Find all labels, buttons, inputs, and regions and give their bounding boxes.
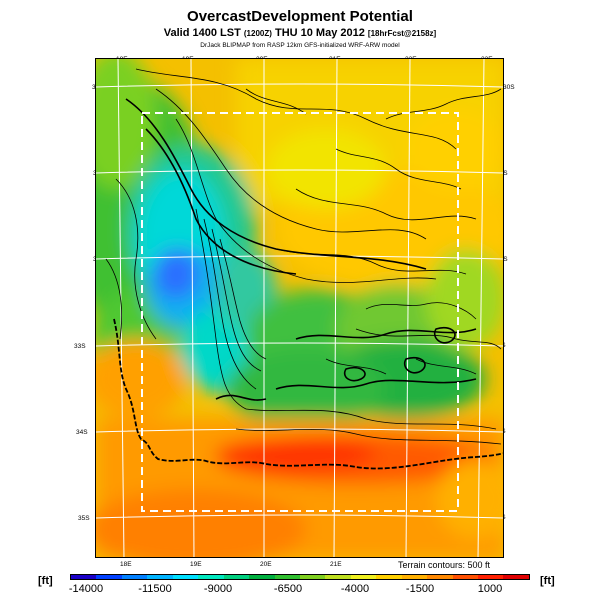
colorbar	[70, 574, 530, 580]
unit-label-left: [ft]	[38, 575, 53, 587]
colorbar-tick-label: -14000	[68, 583, 104, 595]
colorbar-tick-label: -11500	[138, 583, 172, 595]
colorbar-tick-label: -4000	[340, 583, 370, 595]
colorbar-segment	[427, 575, 453, 579]
valid-time: Valid 1400 LST	[163, 27, 241, 39]
colorbar-segment	[325, 575, 351, 579]
coastline	[113, 318, 503, 470]
utc-time: (1200Z)	[243, 29, 272, 38]
colorbar-tick-label: -6500	[273, 583, 303, 595]
colorbar-segment	[478, 575, 504, 579]
lon-label-bottom: 19E	[190, 561, 202, 568]
colorbar-segment	[376, 575, 402, 579]
color-field	[96, 59, 503, 557]
map-panel[interactable]	[95, 58, 504, 558]
model-credit: DrJack BLIPMAP from RASP 12km GFS-initia…	[200, 42, 400, 49]
colorbar-segment	[121, 575, 148, 579]
lat-lon-grid	[96, 59, 503, 557]
colorbar-segment	[274, 575, 300, 579]
lat-label-right: 30S	[503, 84, 515, 91]
map-subtitle: Valid 1400 LST (1200Z) THU 10 May 2012 […	[0, 27, 600, 39]
colorbar-segment	[96, 575, 122, 579]
colorbar-segment	[452, 575, 478, 579]
terrain-contours-note: Terrain contours: 500 ft	[398, 560, 491, 570]
colorbar-segment	[503, 575, 529, 579]
lon-label-bottom: 18E	[120, 561, 132, 568]
unit-label-right: [ft]	[540, 575, 555, 587]
forecast-info: [18hrFcst@2158z]	[367, 29, 437, 38]
colorbar-segment	[350, 575, 377, 579]
valid-date: THU 10 May 2012	[274, 27, 365, 39]
lon-label-bottom: 21E	[330, 561, 342, 568]
lat-label-left: 34S	[76, 429, 88, 436]
colorbar-segment	[147, 575, 173, 579]
lon-label-bottom: 20E	[260, 561, 272, 568]
colorbar-segment	[299, 575, 326, 579]
inner-domain-box	[141, 112, 459, 512]
colorbar-segment	[401, 575, 428, 579]
development-contours	[125, 98, 477, 401]
colorbar-segment	[71, 575, 97, 579]
colorbar-segment	[249, 575, 275, 579]
colorbar-tick-label: -1500	[405, 583, 435, 595]
forecast-map	[96, 59, 503, 557]
colorbar-tick-label: 1000	[477, 583, 503, 595]
colorbar-segment	[172, 575, 199, 579]
colorbar-tick-label: -9000	[203, 583, 233, 595]
lat-label-left: 33S	[74, 343, 86, 350]
terrain-contours	[105, 68, 502, 445]
map-title: OvercastDevelopment Potential	[187, 8, 413, 25]
colorbar-segment	[223, 575, 250, 579]
lat-label-left: 35S	[78, 515, 90, 522]
colorbar-segment	[198, 575, 224, 579]
